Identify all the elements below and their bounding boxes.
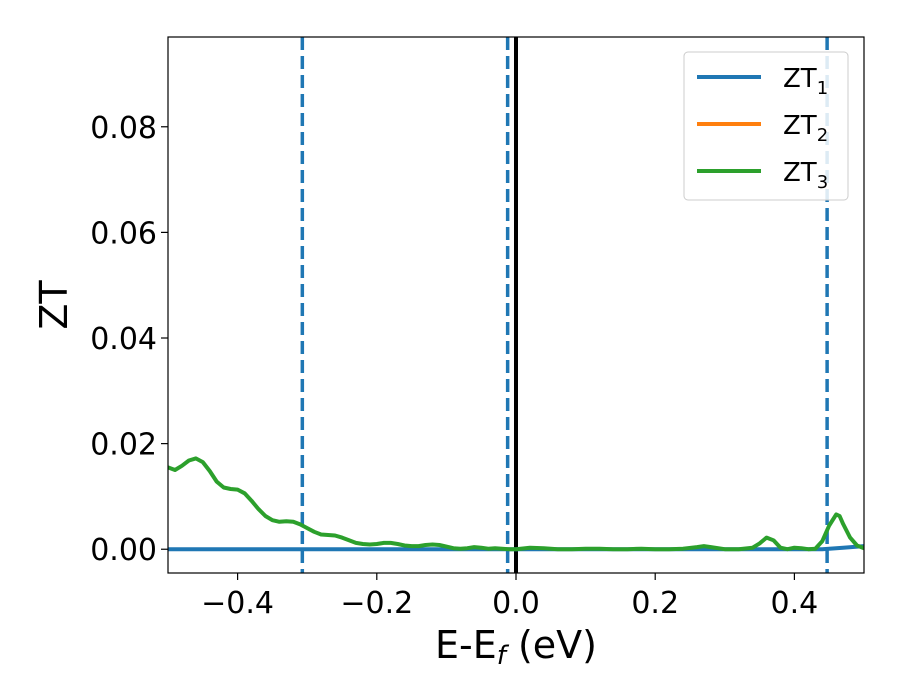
x-axis-title: E-Ef (eV) (435, 623, 597, 671)
legend-label-zt2: ZT2 (783, 111, 828, 146)
reference-lines (300, 37, 829, 573)
y-tick-label: 0.08 (90, 111, 157, 146)
x-axis-title-unit: (eV) (506, 623, 597, 667)
y-axis-title: ZT (32, 280, 76, 330)
x-axis: −0.4 −0.2 0.0 0.2 0.4 (201, 573, 818, 621)
legend-label-zt3: ZT3 (783, 158, 828, 193)
series-line-zt3 (168, 456, 864, 552)
x-tick-label: −0.2 (340, 586, 413, 621)
x-axis-title-main: E-E (435, 623, 497, 667)
series-layer (168, 456, 864, 552)
x-tick-label: 0.4 (771, 586, 819, 621)
legend: ZT1 ZT2 ZT3 (683, 51, 849, 201)
legend-box (683, 51, 849, 201)
y-tick-label: 0.00 (90, 533, 157, 568)
legend-label-zt1: ZT1 (783, 64, 828, 99)
x-tick-label: −0.4 (201, 586, 274, 621)
x-tick-label: 0.2 (631, 586, 679, 621)
x-tick-label: 0.0 (492, 586, 540, 621)
y-tick-label: 0.06 (90, 216, 157, 251)
y-tick-label: 0.02 (90, 428, 157, 463)
y-tick-label: 0.04 (90, 322, 157, 357)
y-axis: 0.00 0.02 0.04 0.06 0.08 (90, 111, 168, 568)
